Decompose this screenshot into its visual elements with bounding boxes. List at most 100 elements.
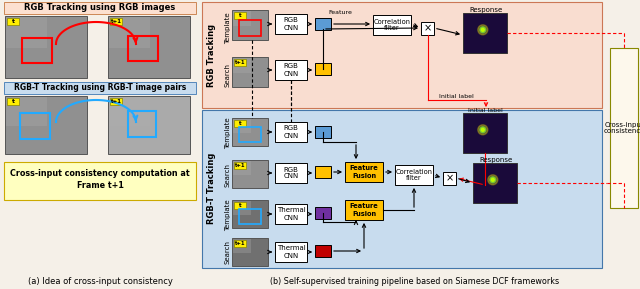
Text: t: t [12, 99, 15, 104]
Circle shape [480, 127, 486, 133]
Text: RGB Tracking using RGB images: RGB Tracking using RGB images [24, 3, 175, 12]
Bar [233, 11, 251, 26]
Text: Search: Search [225, 63, 231, 87]
Text: RGB
CNN: RGB CNN [284, 64, 299, 77]
Bar [232, 10, 268, 40]
Bar [128, 36, 158, 61]
Circle shape [481, 128, 484, 131]
Bar [610, 48, 638, 208]
Bar [5, 16, 87, 78]
Bar [275, 204, 307, 224]
Text: Cross-input
consistency: Cross-input consistency [604, 121, 640, 134]
Bar [233, 119, 251, 133]
Text: (a) Idea of cross-input consistency: (a) Idea of cross-input consistency [28, 277, 172, 286]
Circle shape [492, 178, 494, 181]
Bar [202, 110, 602, 268]
Text: t+1: t+1 [111, 19, 122, 24]
Bar [275, 163, 307, 183]
Bar [234, 12, 246, 19]
Bar [232, 57, 268, 87]
Text: Search: Search [225, 240, 231, 264]
Text: RGB
CNN: RGB CNN [284, 18, 299, 31]
Bar [395, 165, 433, 185]
Bar [275, 14, 307, 34]
Bar [234, 162, 246, 169]
Bar [7, 98, 19, 105]
Bar [234, 240, 246, 247]
Bar [275, 122, 307, 142]
Circle shape [478, 25, 488, 35]
Bar [421, 22, 434, 35]
Bar [239, 127, 261, 142]
Text: Template: Template [225, 12, 231, 44]
Bar [275, 242, 307, 262]
Text: Correlation
filter: Correlation filter [396, 168, 433, 181]
Text: t+1: t+1 [235, 163, 245, 168]
Bar [4, 82, 196, 94]
Circle shape [488, 175, 498, 185]
Text: Response: Response [479, 157, 513, 163]
Bar [315, 166, 331, 178]
Bar [110, 18, 122, 25]
Bar [4, 2, 196, 14]
Text: ×: × [445, 173, 454, 184]
Bar [202, 2, 602, 108]
Text: t: t [239, 203, 241, 208]
Text: t+1: t+1 [235, 241, 245, 246]
Circle shape [481, 28, 484, 31]
Text: t+1: t+1 [235, 60, 245, 65]
Bar [20, 113, 50, 139]
Text: Template: Template [225, 117, 231, 149]
Bar [6, 97, 47, 126]
Bar [7, 18, 19, 25]
Text: ×: × [424, 23, 431, 34]
Bar [110, 98, 122, 105]
Bar [315, 18, 331, 30]
Bar [232, 200, 268, 228]
Bar [232, 238, 268, 266]
Text: Cross-input consistency computation at: Cross-input consistency computation at [10, 170, 190, 179]
Bar [233, 161, 251, 175]
Text: Thermal
CNN: Thermal CNN [276, 208, 305, 221]
Text: Response: Response [469, 7, 502, 13]
Bar [373, 15, 411, 35]
Bar [315, 207, 331, 219]
Bar [232, 160, 268, 188]
Bar [233, 58, 251, 73]
Text: Feature
Fusion: Feature Fusion [349, 166, 378, 179]
Text: t: t [12, 19, 15, 24]
Text: RGB
CNN: RGB CNN [284, 166, 299, 179]
Bar [22, 38, 52, 63]
Bar [6, 17, 47, 48]
Text: t: t [239, 121, 241, 126]
Bar [345, 162, 383, 182]
Bar [4, 162, 196, 200]
Text: RGB-T Tracking using RGB-T image pairs: RGB-T Tracking using RGB-T image pairs [14, 84, 186, 92]
Text: RGB-T Tracking: RGB-T Tracking [207, 152, 216, 224]
Bar [234, 59, 246, 66]
Bar [0, 0, 200, 275]
Bar [108, 96, 190, 154]
Bar [275, 60, 307, 80]
Bar [345, 200, 383, 220]
Bar [315, 63, 331, 75]
Bar [128, 111, 156, 137]
Text: Frame t+1: Frame t+1 [77, 181, 124, 190]
Text: Feature: Feature [328, 10, 352, 16]
Text: (b) Self-supervised training pipeline based on Siamese DCF frameworks: (b) Self-supervised training pipeline ba… [271, 277, 559, 286]
Circle shape [480, 27, 486, 33]
Bar [234, 120, 246, 127]
Bar [315, 245, 331, 257]
Bar [109, 17, 150, 48]
Bar [108, 16, 190, 78]
Bar [239, 209, 261, 224]
Bar [109, 97, 150, 126]
Bar [233, 239, 251, 253]
Text: Correlation
filter: Correlation filter [374, 18, 410, 32]
Text: Thermal
CNN: Thermal CNN [276, 245, 305, 258]
Bar [463, 113, 507, 153]
Circle shape [490, 177, 496, 183]
Text: Initial label: Initial label [468, 108, 502, 112]
Text: Template: Template [225, 199, 231, 231]
Circle shape [478, 125, 488, 135]
